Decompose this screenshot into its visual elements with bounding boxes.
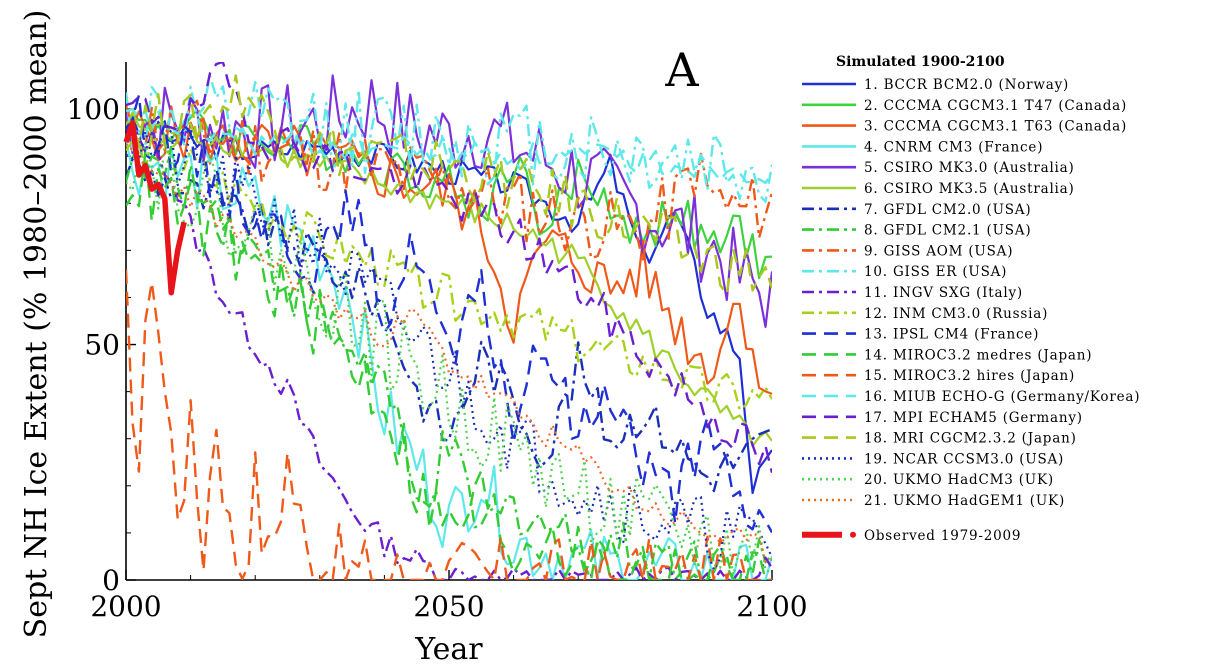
legend-item-label: 5. CSIRO MK3.0 (Australia) bbox=[864, 160, 1075, 176]
y-tick-label: 50 bbox=[84, 329, 120, 362]
series-line bbox=[126, 94, 772, 533]
axes: 0 50 100 2000 2050 2100 bbox=[67, 62, 808, 623]
panel-label: A bbox=[664, 43, 699, 97]
legend: Simulated 1900-2100 1. BCCR BCM2.0 (Norw… bbox=[802, 54, 1140, 544]
legend-item-label: 19. NCAR CCSM3.0 (USA) bbox=[864, 451, 1064, 467]
series-line bbox=[126, 269, 772, 580]
series-line bbox=[126, 137, 772, 580]
series-line bbox=[126, 139, 772, 580]
legend-item-label: 10. GISS ER (USA) bbox=[864, 264, 1007, 280]
legend-item-label: 15. MIROC3.2 hires (Japan) bbox=[864, 368, 1075, 384]
legend-item-label: 4. CNRM CM3 (France) bbox=[864, 139, 1043, 155]
legend-item-label: 13. IPSL CM4 (France) bbox=[864, 327, 1039, 343]
y-axis-title: Sept NH Ice Extent (% 1980–2000 mean) bbox=[19, 10, 54, 639]
x-tick-label: 2000 bbox=[90, 590, 161, 623]
y-tick-label: 100 bbox=[67, 93, 120, 126]
series-line bbox=[126, 93, 772, 263]
series-line bbox=[126, 111, 772, 448]
legend-item-label: 14. MIROC3.2 medres (Japan) bbox=[864, 347, 1092, 363]
legend-item-label: 1. BCCR BCM2.0 (Norway) bbox=[864, 77, 1069, 93]
legend-item-label: 20. UKMO HadCM3 (UK) bbox=[864, 472, 1054, 488]
legend-title: Simulated 1900-2100 bbox=[836, 54, 1005, 70]
legend-item-label: 9. GISS AOM (USA) bbox=[864, 243, 1013, 259]
legend-item-label-observed: Observed 1979-2009 bbox=[864, 528, 1021, 544]
legend-item-label: 11. INGV SXG (Italy) bbox=[864, 285, 1023, 301]
legend-item-label: 17. MPI ECHAM5 (Germany) bbox=[864, 410, 1083, 426]
legend-item-label: 18. MRI CGCM2.3.2 (Japan) bbox=[864, 431, 1077, 447]
legend-item-label: 2. CCCMA CGCM3.1 T47 (Canada) bbox=[864, 98, 1127, 114]
x-tick-label: 2100 bbox=[736, 590, 807, 623]
series-line bbox=[126, 108, 772, 280]
series-line bbox=[126, 74, 772, 328]
x-tick-label: 2050 bbox=[413, 590, 484, 623]
legend-item-label: 21. UKMO HadGEM1 (UK) bbox=[864, 493, 1065, 509]
y-tick-label: 0 bbox=[102, 564, 120, 597]
legend-observed-dot bbox=[850, 531, 856, 538]
legend-item-label: 12. INM CM3.0 (Russia) bbox=[864, 306, 1048, 322]
observed-layer bbox=[123, 120, 187, 296]
series-line bbox=[126, 120, 772, 571]
series-line bbox=[126, 143, 772, 563]
legend-item-label: 8. GFDL CM2.1 (USA) bbox=[864, 223, 1031, 239]
legend-item-label: 6. CSIRO MK3.5 (Australia) bbox=[864, 181, 1075, 197]
series-line bbox=[126, 158, 772, 493]
series-line bbox=[126, 133, 772, 411]
observed-line bbox=[123, 120, 187, 296]
legend-item-label: 16. MIUB ECHO-G (Germany/Korea) bbox=[864, 389, 1140, 405]
series-line bbox=[126, 140, 772, 576]
legend-item-label: 3. CCCMA CGCM3.1 T63 (Canada) bbox=[864, 119, 1127, 135]
x-axis-title: Year bbox=[414, 632, 483, 664]
legend-item-label: 7. GFDL CM2.0 (USA) bbox=[864, 202, 1031, 218]
series-line bbox=[126, 151, 772, 580]
series-layer bbox=[126, 62, 772, 580]
series-line bbox=[126, 107, 772, 184]
